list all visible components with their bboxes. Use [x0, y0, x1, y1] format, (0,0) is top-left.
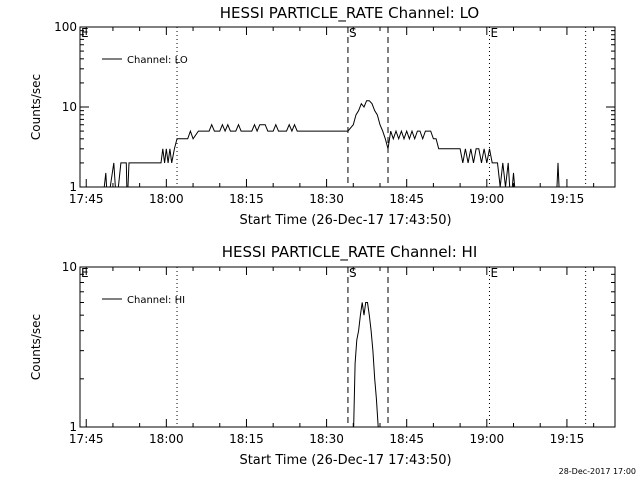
marker-label: S — [349, 26, 357, 40]
y-tick-label: 1 — [69, 420, 77, 434]
chart-title: HESSI PARTICLE_RATE Channel: LO — [220, 4, 479, 23]
x-tick-label: 19:15 — [550, 432, 585, 446]
x-tick-label: 18:45 — [389, 192, 424, 206]
x-axis-label: Start Time (26-Dec-17 17:43:50) — [239, 453, 451, 468]
series-line-0 — [103, 100, 560, 187]
x-tick-label: 18:30 — [309, 432, 344, 446]
marker-label: E — [490, 266, 498, 280]
legend-entry: Channel: HI — [127, 295, 185, 306]
y-tick-label: 1 — [69, 180, 77, 194]
chart-panel-lo: S E E 17:45 18:00 18:15 18:30 18:45 19:00 19:15 1 1… — [29, 4, 616, 228]
x-tick-label: 18:15 — [229, 192, 264, 206]
x-tick-label: 18:00 — [149, 192, 184, 206]
x-tick-label: 18:30 — [309, 192, 344, 206]
edge-marker-label: E — [81, 26, 89, 40]
x-tick-label: 19:00 — [470, 432, 505, 446]
legend-entry: Channel: LO — [127, 55, 188, 66]
x-tick-label: 17:45 — [69, 432, 104, 446]
marker-label: S — [349, 266, 357, 280]
x-axis-label: Start Time (26-Dec-17 17:43:50) — [239, 213, 451, 228]
y-tick-label: 100 — [54, 20, 77, 34]
marker-label: E — [490, 26, 498, 40]
y-axis-label: Counts/sec — [29, 74, 43, 140]
footer-timestamp: 28-Dec-2017 17:00 — [558, 467, 636, 476]
x-tick-label: 18:45 — [389, 432, 424, 446]
chart-panel-hi: S E E 17:45 18:00 18:15 18:30 18:45 19:00 19:15 1 1… — [29, 243, 616, 468]
plot-frame — [79, 266, 616, 428]
x-tick-label: 17:45 — [69, 192, 104, 206]
x-tick-label: 18:00 — [149, 432, 184, 446]
edge-marker-label: E — [81, 266, 89, 280]
series-line-0 — [353, 302, 379, 427]
y-tick-label: 10 — [62, 100, 77, 114]
y-axis-label: Counts/sec — [29, 314, 43, 380]
x-tick-label: 19:15 — [550, 192, 585, 206]
chart-title: HESSI PARTICLE_RATE Channel: HI — [222, 243, 478, 262]
x-tick-label: 19:00 — [470, 192, 505, 206]
y-tick-label: 10 — [62, 260, 77, 274]
x-tick-label: 18:15 — [229, 432, 264, 446]
